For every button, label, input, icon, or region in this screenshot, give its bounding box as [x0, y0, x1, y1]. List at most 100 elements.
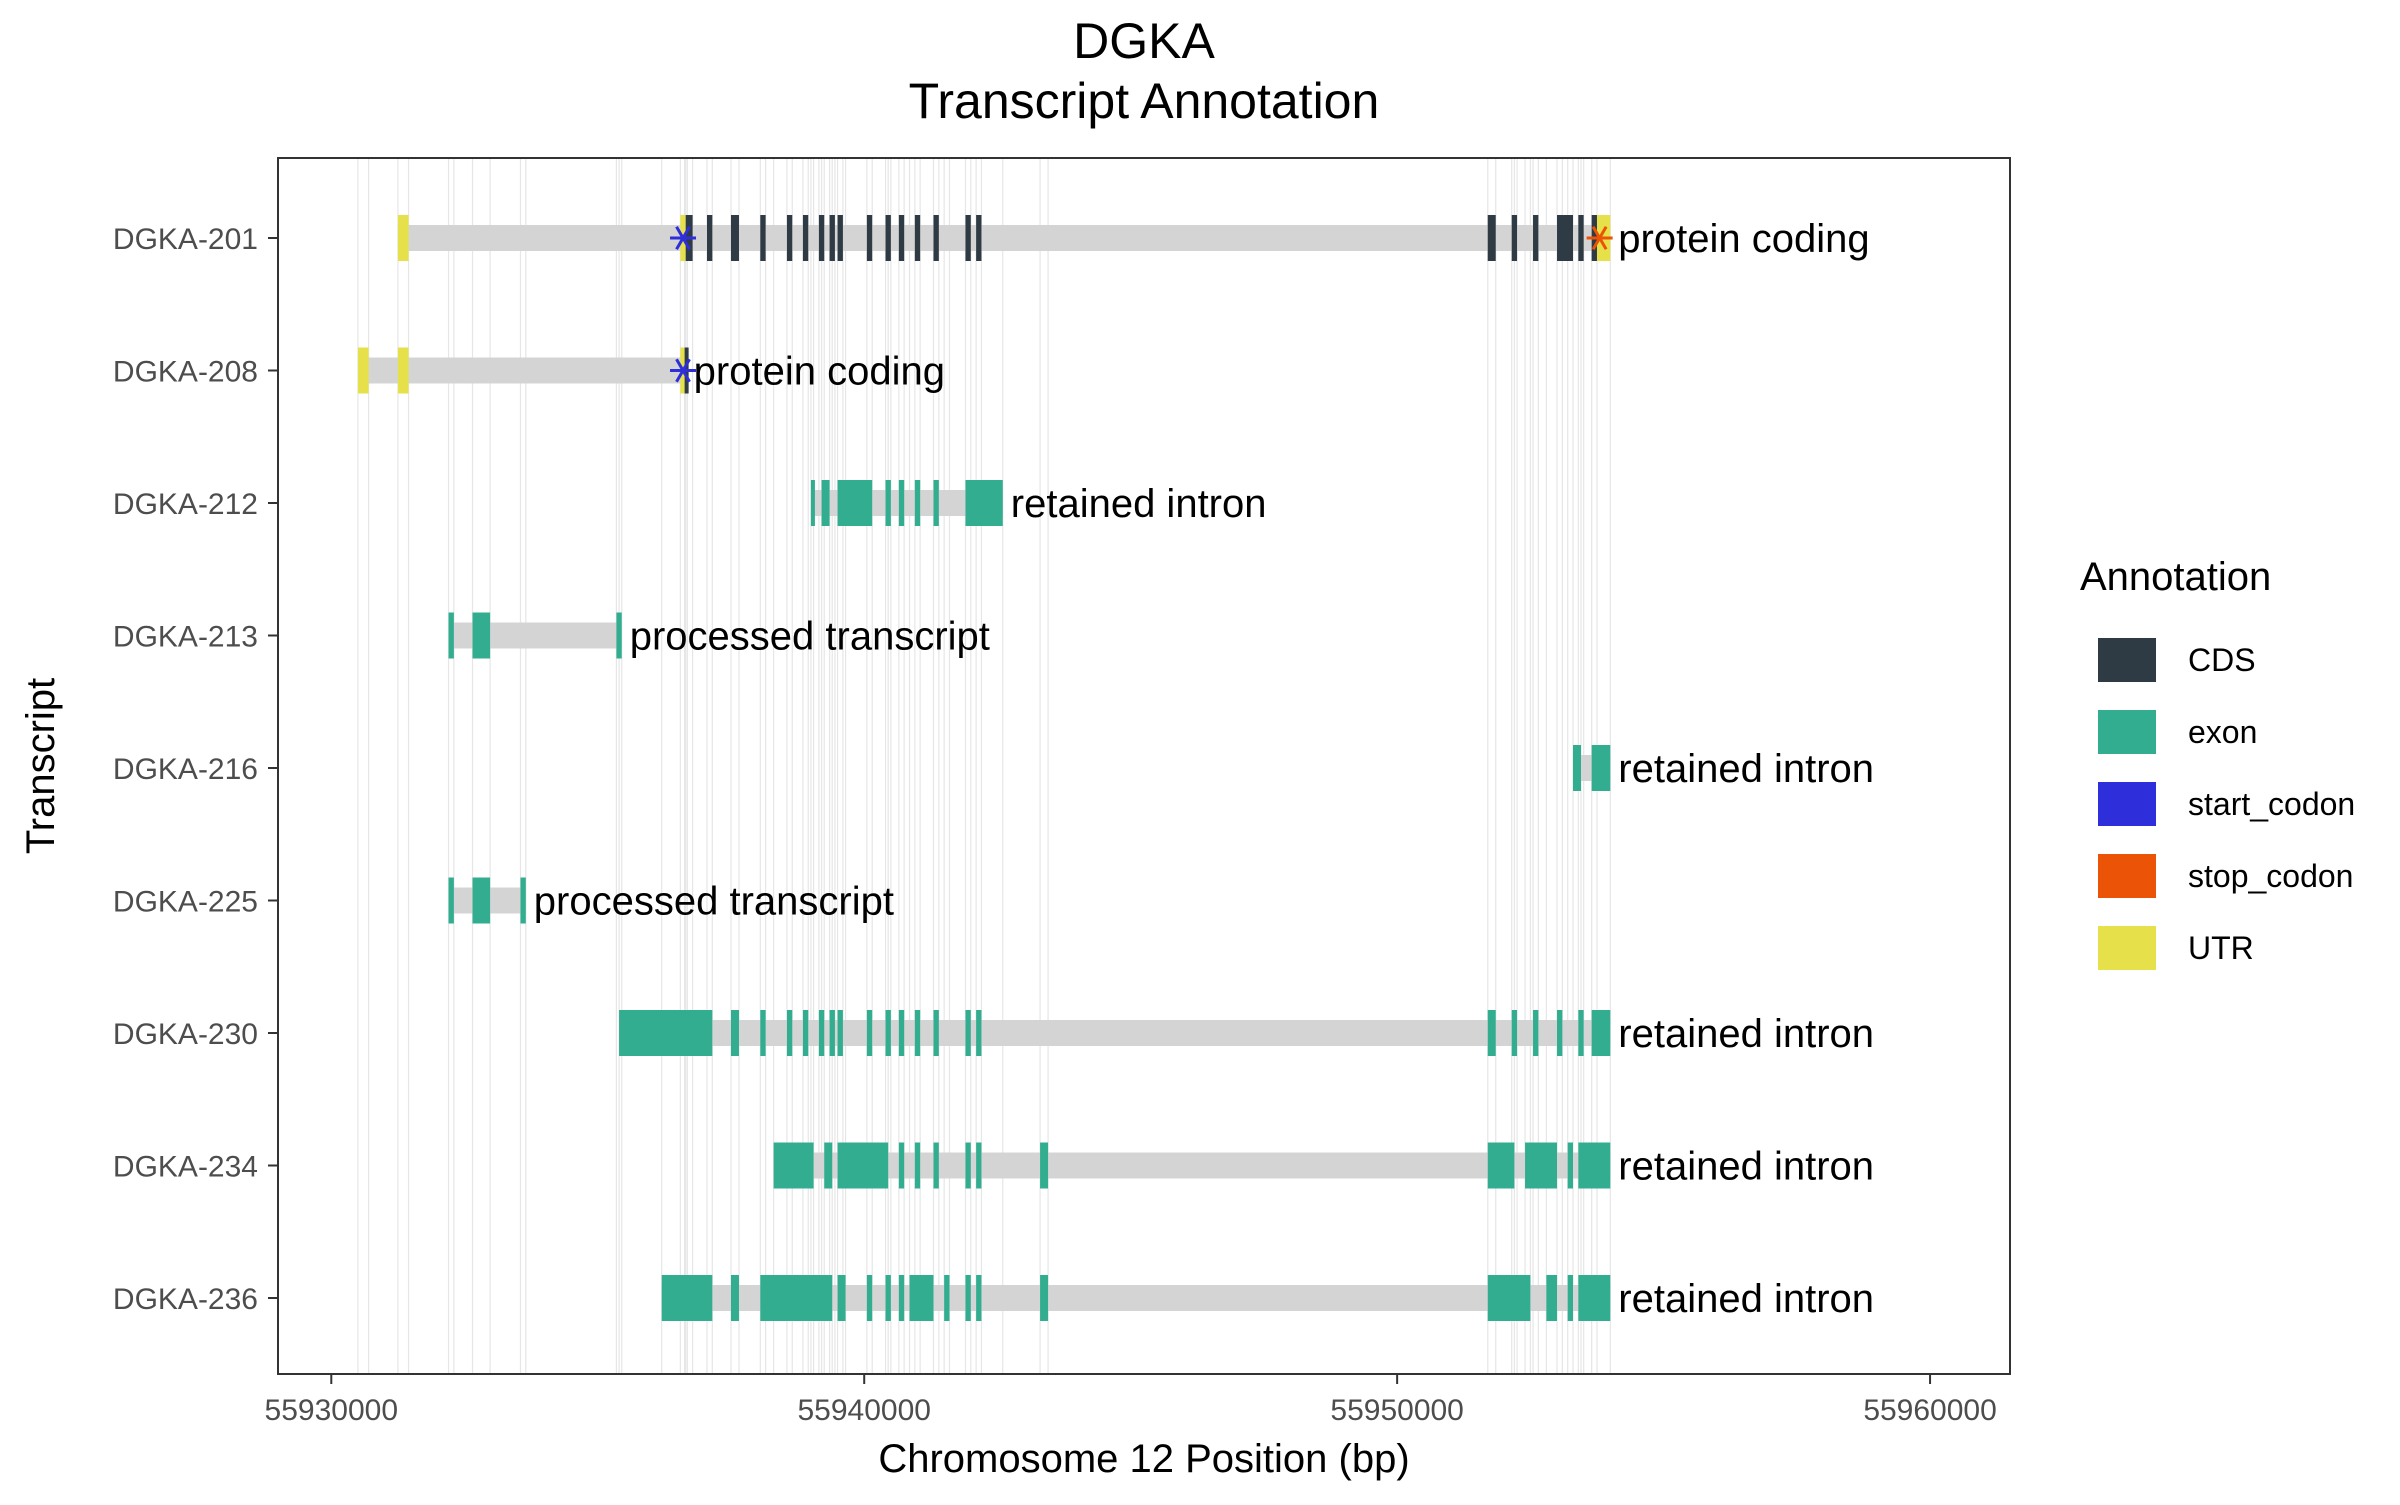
biotype-label: protein coding — [1618, 217, 1869, 261]
exon-block — [1487, 1142, 1515, 1189]
x-axis: 55930000 55940000 55950000 55960000 — [265, 1374, 1997, 1427]
exon-block — [1567, 1275, 1574, 1321]
biotype-label: retained intron — [1618, 1277, 1874, 1321]
x-tick-label: 55940000 — [797, 1394, 930, 1427]
y-tick-label: DGKA-213 — [113, 621, 258, 654]
exon-block — [1546, 1275, 1558, 1321]
cds-block — [885, 215, 891, 261]
exon-block — [1525, 1142, 1558, 1189]
cds-block — [802, 215, 809, 261]
exon-block — [786, 1010, 793, 1056]
exon-block — [933, 480, 939, 526]
y-tick-label: DGKA-201 — [113, 223, 258, 256]
exon-block — [898, 480, 905, 526]
biotype-label: protein coding — [694, 350, 945, 394]
cds-block — [1533, 215, 1539, 261]
cds-block — [730, 215, 739, 261]
intron-line — [357, 357, 686, 384]
exon-block — [448, 877, 454, 924]
exon-block — [965, 1275, 971, 1321]
exon-block — [760, 1275, 833, 1321]
cds-block — [1487, 215, 1496, 261]
exon-block — [472, 877, 491, 924]
intron-line — [397, 225, 1611, 251]
exon-block — [1040, 1142, 1049, 1189]
exon-block — [619, 1010, 713, 1056]
exon-block — [818, 1010, 825, 1056]
legend-label: start_codon — [2188, 786, 2355, 822]
start-codon-marker — [670, 225, 697, 251]
exon-block — [914, 1010, 921, 1056]
exon-block — [933, 1142, 939, 1189]
legend: Annotation CDS exon start_codon stop_codon U… — [2080, 555, 2355, 970]
y-tick-label: DGKA-225 — [113, 886, 258, 919]
legend-swatch-start-codon — [2098, 782, 2156, 826]
exon-block — [965, 480, 1003, 526]
exon-block — [898, 1010, 905, 1056]
chart-title: DGKA — [1073, 13, 1215, 69]
x-axis-title: Chromosome 12 Position (bp) — [878, 1437, 1409, 1481]
cds-block — [914, 215, 921, 261]
start-codon-marker — [670, 358, 697, 383]
legend-swatch-cds — [2098, 638, 2156, 682]
exon-block — [914, 1142, 921, 1189]
exon-block — [1567, 1142, 1574, 1189]
y-tick-label: DGKA-216 — [113, 753, 258, 786]
cds-block — [1578, 215, 1584, 261]
cds-block — [933, 215, 939, 261]
grid-layer — [357, 158, 1611, 1374]
legend-swatch-exon — [2098, 710, 2156, 754]
exon-block — [1578, 1142, 1611, 1189]
cds-block — [818, 215, 825, 261]
cds-block — [829, 215, 835, 261]
exon-block — [909, 1275, 934, 1321]
y-tick-label: DGKA-212 — [113, 488, 258, 521]
y-tick-label: DGKA-208 — [113, 356, 258, 389]
legend-swatch-utr — [2098, 926, 2156, 970]
exon-block — [616, 612, 622, 659]
exon-block — [976, 1010, 982, 1056]
utr-block — [357, 347, 369, 394]
exon-block — [802, 1010, 809, 1056]
cds-block — [1557, 215, 1574, 261]
exon-block — [898, 1142, 905, 1189]
exon-block — [965, 1142, 971, 1189]
biotype-label: retained intron — [1011, 482, 1267, 526]
cds-block — [707, 215, 713, 261]
exon-block — [885, 480, 891, 526]
legend-label: UTR — [2188, 930, 2254, 966]
exon-block — [1511, 1010, 1518, 1056]
exon-block — [824, 1142, 833, 1189]
y-axis-title: Transcript — [19, 678, 63, 854]
exon-block — [1040, 1275, 1049, 1321]
exon-block — [1578, 1275, 1611, 1321]
exon-block — [730, 1010, 739, 1056]
legend-label: exon — [2188, 714, 2257, 750]
exon-block — [448, 612, 454, 659]
track-layer — [357, 215, 1613, 1321]
biotype-label: retained intron — [1618, 1145, 1874, 1189]
cds-block — [898, 215, 905, 261]
stop-codon-marker — [1586, 225, 1613, 251]
y-tick-label: DGKA-236 — [113, 1283, 258, 1316]
x-tick-label: 55950000 — [1330, 1394, 1463, 1427]
exon-block — [837, 1010, 843, 1056]
cds-block — [965, 215, 971, 261]
exon-block — [773, 1142, 814, 1189]
y-axis: DGKA-236 DGKA-234 DGKA-230 DGKA-225 DGKA-216… — [113, 223, 278, 1316]
exon-block — [661, 1275, 713, 1321]
y-tick-label: DGKA-234 — [113, 1151, 258, 1184]
intron-line — [619, 1020, 1611, 1046]
exon-block — [1591, 1010, 1611, 1056]
label-layer: retained intron retained intron retained i… — [534, 217, 1874, 1321]
exon-block — [829, 1010, 835, 1056]
exon-block — [898, 1275, 905, 1321]
exon-block — [1487, 1275, 1531, 1321]
exon-block — [730, 1275, 739, 1321]
legend-swatch-stop-codon — [2098, 854, 2156, 898]
exon-block — [1578, 1010, 1584, 1056]
exon-block — [1573, 745, 1581, 791]
biotype-label: retained intron — [1618, 747, 1874, 791]
